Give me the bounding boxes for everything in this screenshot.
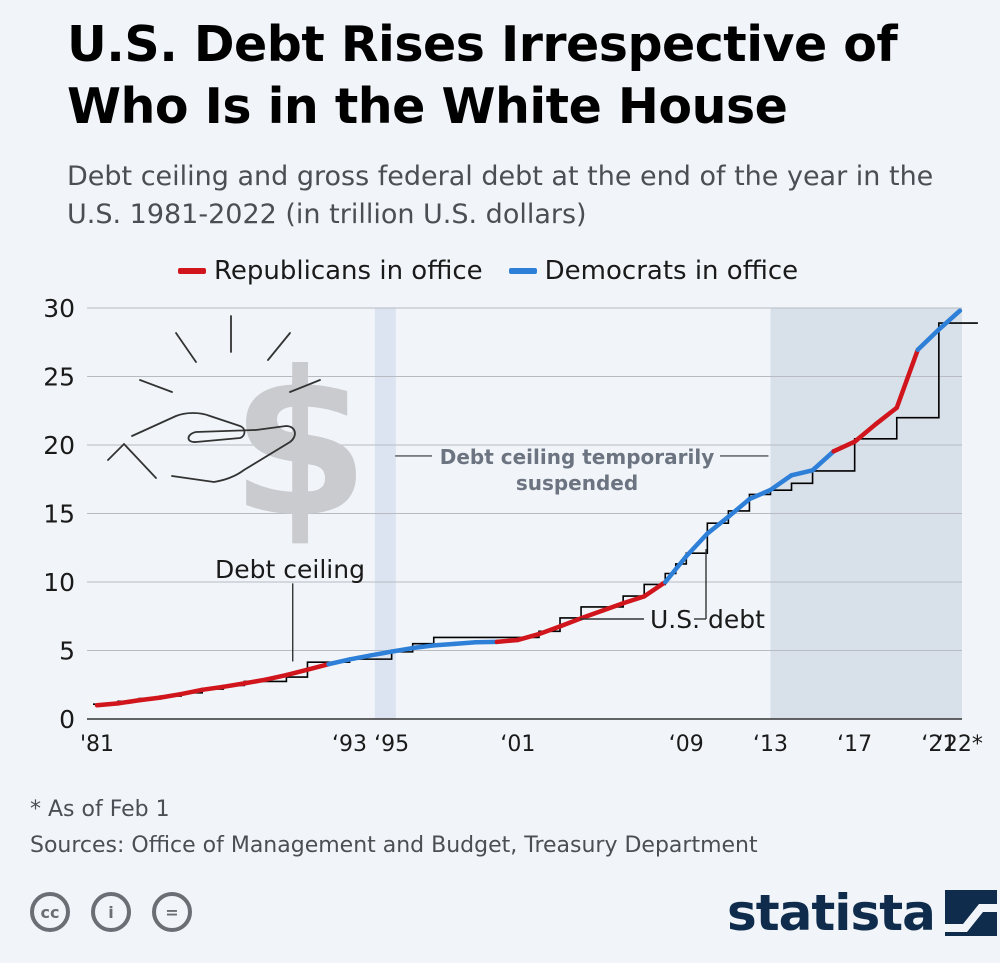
legend-swatch-blue — [508, 268, 537, 274]
x-tick-label: ‘01 — [500, 732, 535, 757]
debt-segment — [873, 405, 900, 427]
debt-segment — [347, 653, 373, 662]
chart-subtitle: Debt ceiling and gross federal debt at t… — [67, 161, 934, 230]
debt-segment — [557, 616, 584, 629]
debt-segment — [768, 473, 794, 493]
y-tick-label: 20 — [43, 431, 75, 460]
debt-segment — [221, 681, 247, 690]
footnote-sources: Sources: Office of Management and Budget… — [30, 833, 758, 858]
x-tick-label: ‘09 — [669, 732, 704, 757]
x-tick-label: ‘93 — [332, 732, 367, 757]
nd-icon[interactable]: = — [152, 892, 192, 932]
debt-segment — [747, 487, 773, 502]
footnote-note: * As of Feb 1 — [30, 797, 170, 822]
footnote: * As of Feb 1 Sources: Office of Managem… — [30, 792, 758, 864]
legend-label-democrats: Democrats in office — [544, 256, 799, 286]
y-tick-label: 15 — [43, 500, 75, 529]
debt-segment — [94, 701, 121, 708]
x-tick-label: ‘17 — [837, 732, 872, 757]
debt-segment — [284, 667, 310, 678]
y-tick-label: 0 — [59, 705, 75, 734]
debt-segment — [662, 553, 689, 585]
gridlines — [87, 307, 962, 720]
ceiling-label: Debt ceiling — [215, 555, 365, 584]
debt-segment — [915, 327, 942, 353]
debt-segment — [936, 308, 963, 332]
legend-label-republicans: Republicans in office — [214, 256, 483, 286]
debt-segment — [684, 531, 710, 559]
debt-segment — [368, 649, 394, 658]
x-tick-label: '81 — [80, 732, 114, 757]
brand-name: statista — [727, 884, 936, 942]
debt-segment — [157, 691, 184, 700]
hand-icon — [107, 315, 321, 483]
accent-bar-blue — [30, 22, 51, 124]
statista-logo[interactable]: statista — [727, 884, 997, 942]
debt-segment — [641, 579, 668, 599]
suspension-label: Debt ceiling temporarily — [440, 445, 715, 469]
by-icon[interactable]: i — [91, 892, 131, 932]
y-tick-label: 5 — [59, 637, 75, 666]
debt-chart: 0 5 10 15 20 25 30 '81 ‘93 ‘95 ‘01 ‘09 ‘13 ‘17 ‘21‘22… — [43, 294, 983, 757]
debt-segment — [389, 645, 415, 654]
debt-segment — [831, 439, 857, 454]
y-tick-label: 25 — [43, 363, 75, 392]
chart-title: U.S. Debt Rises Irrespective of Who Is i… — [67, 16, 898, 135]
suspension-label-line2: suspended — [516, 471, 638, 495]
y-axis-ticks: 0 5 10 15 20 25 30 — [43, 294, 75, 734]
statista-mark-icon — [944, 890, 997, 936]
debt-segment — [705, 514, 731, 536]
debt-segment — [494, 637, 521, 645]
cc-icon[interactable]: cc — [30, 892, 70, 932]
y-tick-label: 10 — [43, 568, 75, 597]
legend-item-republicans: Republicans in office — [178, 256, 483, 286]
debt-segment — [536, 624, 563, 637]
debt-segment — [178, 687, 205, 697]
x-tick-label: ‘95 — [374, 732, 409, 757]
debt-segment — [726, 496, 752, 520]
x-axis-ticks: '81 ‘93 ‘95 ‘01 ‘09 ‘13 ‘17 ‘21‘22* — [80, 732, 983, 757]
debt-segment — [263, 672, 289, 682]
x-tick-label: ‘13 — [753, 732, 788, 757]
y-tick-label: 30 — [43, 294, 75, 323]
us-debt-series — [94, 308, 963, 708]
debt-segment — [620, 594, 647, 606]
debt-segment — [894, 347, 921, 410]
dollar-sign-icon: $ — [230, 329, 369, 562]
legend-swatch-red — [178, 268, 206, 274]
accent-bar-red — [30, 124, 51, 228]
debt-segment — [515, 631, 542, 643]
debt-segment — [810, 449, 836, 473]
debt-segment — [115, 697, 142, 706]
debt-segment — [410, 643, 436, 651]
debt-segment — [789, 468, 815, 478]
chart-legend: Republicans in office Democrats in offic… — [178, 254, 824, 288]
legend-item-democrats: Democrats in office — [508, 256, 799, 286]
license-icons: cc i = — [30, 892, 213, 932]
debt-segment — [136, 695, 163, 703]
debt-segment — [852, 421, 878, 444]
debt-segment — [578, 608, 605, 621]
x-tick-label: ‘21 — [921, 732, 956, 757]
hand-dollar-illustration: $ — [107, 315, 370, 562]
debt-segment — [326, 657, 352, 667]
debt-label: U.S. debt — [650, 605, 765, 634]
debt-segment — [305, 661, 331, 672]
debt-segment — [452, 640, 479, 647]
debt-segment — [199, 684, 226, 693]
debt-segment — [599, 600, 626, 614]
x-tick-label: ‘22* — [937, 732, 983, 757]
debt-segment — [431, 641, 458, 648]
debt-segment — [242, 677, 268, 686]
